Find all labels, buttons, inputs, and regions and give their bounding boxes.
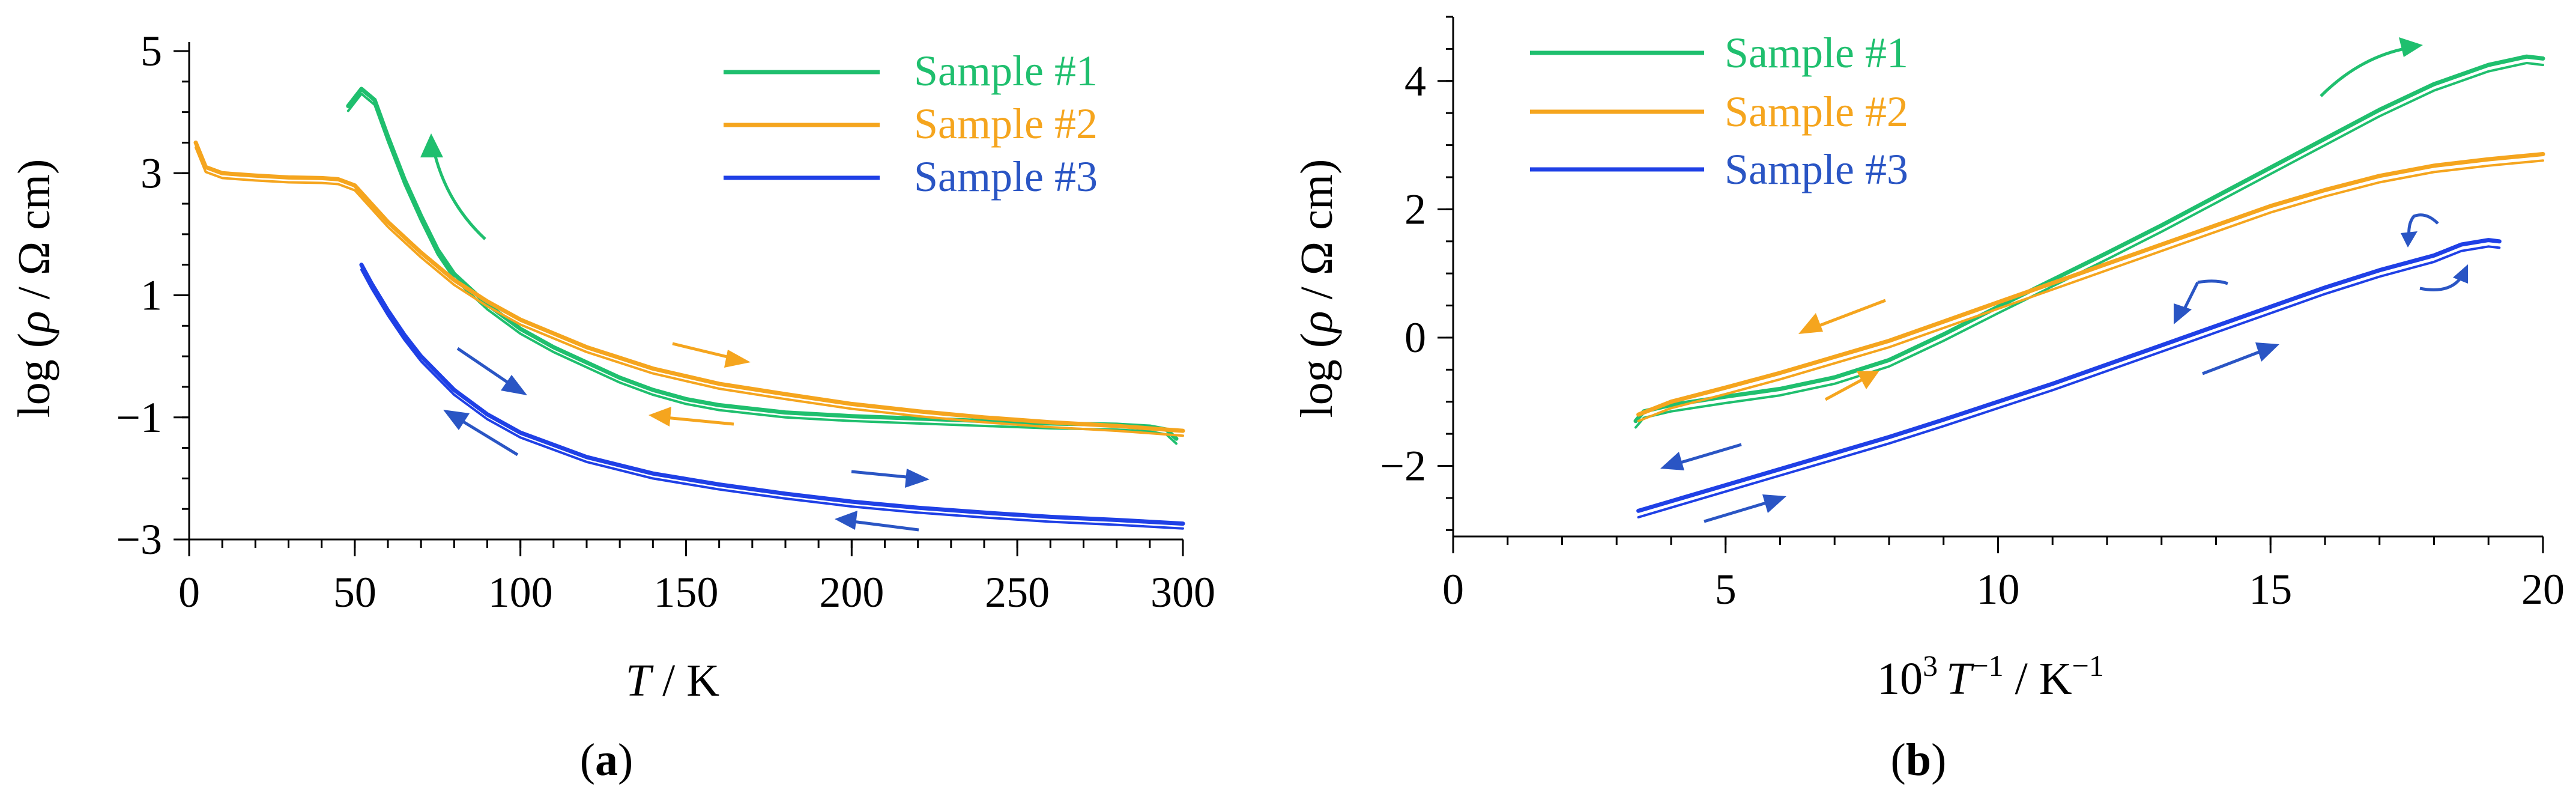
a-series-line-sample-2 — [193, 140, 1185, 433]
b-x-tick-label: 0 — [1442, 565, 1464, 613]
b-x-ticks: 0 5 10 15 20 — [1442, 536, 2565, 613]
b-y-tick-label: −2 — [1380, 442, 1426, 490]
a-x-tick-label: 250 — [985, 568, 1050, 616]
panel-a: 0 50 100 150 200 250 300 −3 −1 1 3 5 — [9, 27, 1215, 785]
a-y-tick-label: −3 — [116, 515, 162, 564]
b-series-return-line-sample-3 — [1637, 245, 2501, 518]
b-series-line-sample-2 — [1636, 152, 2545, 417]
a-x-label-T: T — [626, 655, 654, 706]
a-legend-label-1: Sample #1 — [914, 47, 1098, 95]
b-legend-label-2: Sample #2 — [1725, 88, 1908, 136]
b-x-label-sup3: −1 — [2072, 649, 2104, 682]
a-y-tick-label: 5 — [141, 27, 162, 75]
b-x-label-sup2: −1 — [1971, 649, 2003, 682]
a-x-tick-label: 150 — [654, 568, 719, 616]
b-legend-label-1: Sample #1 — [1725, 29, 1908, 77]
b-arrow-sample3-right2 — [1704, 494, 1786, 523]
b-series-line-sample-3 — [1636, 238, 2502, 513]
a-y-label-pre: log ( — [9, 333, 59, 418]
b-x-tick-label: 10 — [1977, 565, 2020, 613]
a-x-tick-label: 50 — [333, 568, 376, 616]
a-legend-label-2: Sample #2 — [914, 100, 1098, 148]
a-arrow-sample3-left2 — [835, 511, 919, 532]
b-series-lines — [1633, 54, 2545, 518]
b-x-label-T: T — [1946, 654, 1974, 704]
b-legend: Sample #1 Sample #2 Sample #3 — [1530, 29, 1908, 193]
a-series-line-sample-3 — [359, 263, 1185, 526]
b-y-tick-label: 0 — [1404, 314, 1426, 362]
b-x-label-mid: / K — [2004, 654, 2072, 704]
b-arrow-sample1 — [2320, 37, 2423, 97]
a-x-tick-label: 300 — [1150, 568, 1215, 616]
b-y-label-post: / Ω cm) — [1292, 159, 1342, 311]
a-arrow-sample3-right1 — [456, 347, 527, 395]
b-x-tick-label: 5 — [1715, 565, 1737, 613]
a-x-tick-label: 0 — [178, 568, 200, 616]
b-y-label-rho: ρ — [1292, 311, 1342, 333]
a-y-axis-label: log (ρ / Ω cm) — [9, 159, 59, 418]
b-series-return-line-sample-2 — [1637, 159, 2544, 422]
a-y-tick-label: 3 — [141, 149, 162, 197]
a-y-label-rho: ρ — [9, 311, 59, 333]
a-arrow-sample2-up — [672, 342, 751, 368]
a-x-ticks: 0 50 100 150 200 250 300 — [178, 539, 1215, 616]
a-series-return-line-sample-3 — [360, 268, 1184, 530]
b-arrow-sample2-left — [1798, 299, 1886, 334]
a-series-return-line-sample-2 — [195, 146, 1184, 437]
a-arrow-sample2-down — [649, 407, 734, 427]
a-legend-label-3: Sample #3 — [914, 153, 1098, 201]
b-y-axis-label: log (ρ / Ω cm) — [1292, 159, 1342, 418]
a-arrow-sample1 — [420, 133, 486, 240]
a-y-label-post: / Ω cm) — [9, 159, 59, 311]
b-panel-label: (b) — [1891, 735, 1947, 785]
panel-b: 0 5 10 15 20 −2 0 2 4 — [1292, 16, 2565, 785]
a-y-tick-label: 1 — [141, 272, 162, 320]
b-arrow-sample3-curl-bottom — [2419, 264, 2468, 291]
b-x-axis-label: 103 T−1 / K−1 — [1877, 649, 2104, 704]
b-arrow-sample3-right1 — [2202, 342, 2279, 375]
b-x-label-pre: 10 — [1877, 654, 1923, 704]
b-y-tick-label: 4 — [1404, 57, 1426, 105]
b-y-tick-label: 2 — [1404, 185, 1426, 233]
b-arrow-sample3-left2 — [1660, 443, 1742, 470]
b-arrow-sample3-left1 — [2174, 279, 2228, 324]
a-series-lines — [193, 87, 1185, 530]
a-y-tick-label: −1 — [116, 393, 162, 442]
a-y-ticks: −3 −1 1 3 5 — [116, 27, 189, 564]
a-x-tick-label: 200 — [819, 568, 884, 616]
a-x-label-unit: / K — [651, 655, 719, 706]
b-arrow-sample2-right — [1824, 371, 1879, 401]
b-x-tick-label: 20 — [2521, 565, 2565, 613]
b-y-ticks: −2 0 2 4 — [1380, 16, 1453, 531]
a-x-axis-label: T / K — [626, 655, 719, 706]
b-series-line-sample-1 — [1633, 54, 2545, 424]
b-arrow-sample3-curl-top — [2401, 213, 2439, 248]
b-y-label-pre: log ( — [1292, 333, 1342, 418]
a-legend: Sample #1 Sample #2 Sample #3 — [724, 47, 1098, 201]
a-arrow-sample3-left1 — [443, 410, 519, 457]
a-panel-label: (a) — [580, 735, 633, 785]
a-x-tick-label: 100 — [488, 568, 553, 616]
b-legend-label-3: Sample #3 — [1725, 145, 1908, 193]
a-arrow-sample3-right2 — [851, 469, 930, 488]
a-direction-arrows — [420, 133, 930, 532]
b-x-tick-label: 15 — [2249, 565, 2292, 613]
b-direction-arrows — [1660, 37, 2468, 523]
b-x-label-sup1: 3 — [1923, 649, 1938, 682]
